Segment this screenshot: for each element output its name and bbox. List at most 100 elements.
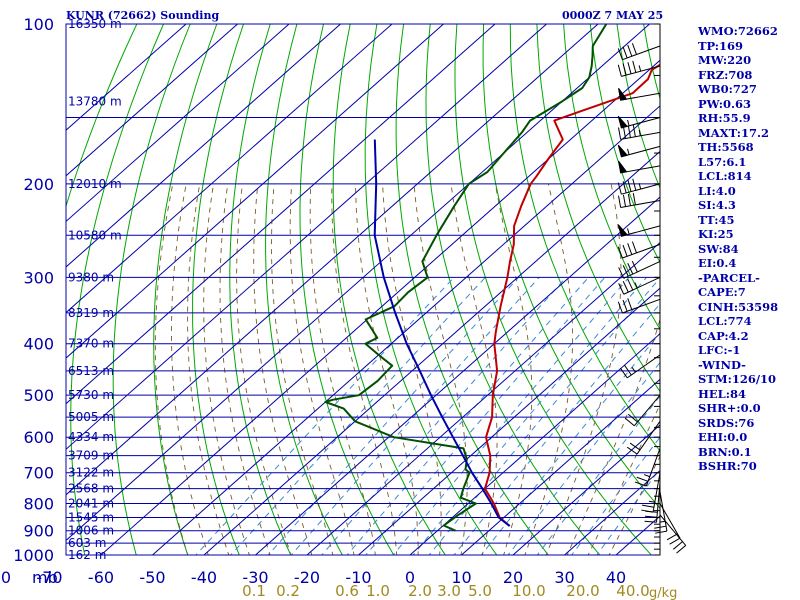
isotherm <box>66 24 187 131</box>
index-value: HEL:84 <box>698 386 746 401</box>
wind-barb <box>659 503 681 545</box>
barb-flag <box>627 193 631 206</box>
barb-flag <box>622 244 628 257</box>
wind-barb <box>659 514 687 554</box>
station-title: KUNR (72662) Sounding <box>66 9 220 22</box>
temperature-trace <box>484 63 660 527</box>
index-value: LFC:-1 <box>698 343 741 357</box>
barb-pennant <box>617 144 629 158</box>
index-value: WMO:72662 <box>698 24 778 38</box>
barb-staff <box>621 145 661 158</box>
moist-adiabat <box>413 183 468 555</box>
pressure-tick-label: 700 <box>23 464 54 483</box>
plot-border <box>65 23 661 556</box>
barb-flag <box>619 367 628 379</box>
mixing-ratio-label: 5.0 <box>468 582 492 600</box>
barb-half-flag <box>627 119 630 126</box>
barb-flag <box>627 243 633 255</box>
background-lines <box>66 24 660 555</box>
mixing-ratio-label: 0.1 <box>242 582 266 600</box>
moist-adiabat <box>187 183 230 555</box>
mixing-ratio-label: 2.0 <box>408 582 432 600</box>
temperature-tick-label: 20 <box>503 568 523 587</box>
mixing-ratio-line <box>321 277 567 555</box>
barb-flag <box>618 283 625 295</box>
barb-flag <box>645 510 658 513</box>
barb-flag <box>617 48 623 60</box>
barb-staff <box>621 117 661 129</box>
mixing-ratio-line <box>230 277 486 555</box>
moist-adiabat <box>355 183 419 555</box>
barb-flag <box>622 63 627 76</box>
dry-adiabat <box>395 24 549 555</box>
dry-adiabat <box>563 24 660 331</box>
barb-flag <box>627 298 633 310</box>
barb-staff <box>621 225 661 237</box>
index-value: BRN:0.1 <box>698 444 752 459</box>
temperature-tick-label: -30 <box>242 568 268 587</box>
isotherm <box>66 24 445 359</box>
moist-adiabat <box>450 183 498 555</box>
mixing-ratio-label: 3.0 <box>437 582 461 600</box>
barb-staff <box>626 354 661 379</box>
dry-adiabat <box>482 24 660 510</box>
barb-staff <box>636 421 661 455</box>
profile-traces <box>324 24 660 532</box>
height-label: 9380 m <box>68 270 114 284</box>
height-label: 13780 m <box>68 95 122 109</box>
barb-flag <box>622 265 629 277</box>
barb-staff <box>621 183 661 195</box>
isotherm <box>66 24 342 268</box>
axis-labels: 16350 m 13780 m 12010 m 10580 m 9380 m 8319 m… <box>0 15 677 600</box>
dry-adiabat <box>536 24 660 393</box>
index-value: MW:220 <box>698 53 752 67</box>
index-value: KI:25 <box>698 227 734 241</box>
dry-adiabat <box>332 24 446 555</box>
moist-adiabat <box>203 183 250 555</box>
barb-staff <box>659 503 681 539</box>
wind-barb-column <box>617 23 687 556</box>
dewpoint-trace <box>324 24 608 532</box>
barb-staff <box>621 65 661 77</box>
index-value: MAXT:17.2 <box>698 125 769 140</box>
index-value: LCL:814 <box>698 169 752 183</box>
mixing-ratio-unit: g/kg <box>649 586 677 600</box>
height-label: 5730 m <box>68 388 114 402</box>
height-label: 7370 m <box>68 337 114 351</box>
pressure-tick-label: 500 <box>23 386 54 405</box>
temperature-tick-label: -60 <box>88 568 114 587</box>
dry-adiabat <box>112 24 191 555</box>
barb-flag <box>617 64 622 77</box>
mixing-ratio-line <box>453 303 660 555</box>
height-label: 603 m <box>68 536 106 550</box>
index-value: CAP:4.2 <box>698 328 749 343</box>
temperature-tick-label: -20 <box>294 568 320 587</box>
index-value: LI:4.0 <box>698 183 736 198</box>
barb-flag <box>626 446 638 455</box>
wind-barb <box>654 491 668 534</box>
barb-flag <box>622 299 628 312</box>
moist-adiabat <box>154 183 189 555</box>
barb-flag <box>622 281 629 293</box>
index-value: CAPE:7 <box>698 285 746 299</box>
barb-pennant <box>617 115 629 129</box>
mixing-ratio-line <box>507 361 660 555</box>
height-label: 2568 m <box>68 482 114 496</box>
index-value: CINH:53598 <box>698 299 779 314</box>
barb-flag <box>631 260 638 273</box>
mixing-ratio-line <box>290 277 540 555</box>
pressure-tick-label: 300 <box>23 268 54 287</box>
barb-flag <box>627 413 638 423</box>
temperature-tick-label: 10 <box>451 568 471 587</box>
dry-adiabat <box>364 24 498 555</box>
wind-barb <box>619 354 661 379</box>
pressure-unit-label: mb <box>32 568 58 587</box>
moist-adiabat <box>289 183 355 555</box>
pressure-tick-label: 200 <box>23 175 54 194</box>
height-label: 2041 m <box>68 497 114 511</box>
barb-flag <box>627 44 633 57</box>
index-value: TH:5568 <box>698 140 754 154</box>
height-label: 10580 m <box>68 228 122 242</box>
barb-flag <box>644 520 657 523</box>
isotherm <box>100 59 660 555</box>
